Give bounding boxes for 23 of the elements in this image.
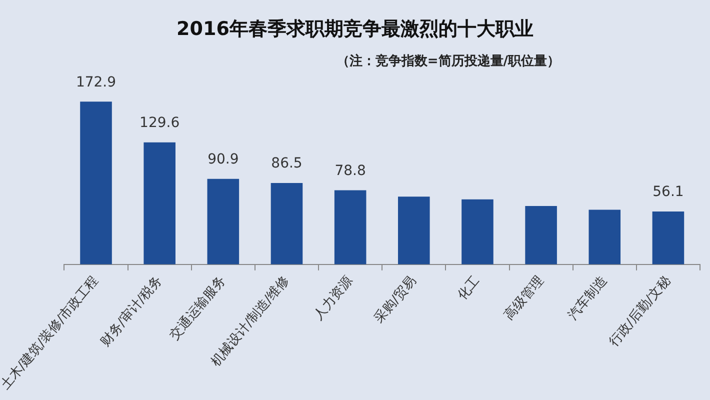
x-tick-label: 人力资源 (311, 273, 356, 323)
bar (398, 196, 430, 264)
bar (525, 206, 557, 264)
bar (144, 142, 176, 264)
bar (652, 212, 684, 264)
bar (270, 182, 303, 264)
bar (462, 199, 494, 264)
bar (588, 210, 621, 264)
bar (80, 102, 112, 264)
data-label: 56.1 (652, 184, 684, 200)
chart-subtitle: （注：竞争指数=简历投递量/职位量） (336, 52, 560, 70)
data-label: 78.8 (334, 162, 366, 179)
data-label: 90.9 (208, 151, 239, 168)
data-label: 129.6 (140, 115, 180, 132)
x-tick-label: 高级管理 (501, 272, 547, 323)
data-label: 172.9 (76, 74, 116, 90)
x-tick-label: 财务/审计/税务 (97, 272, 166, 350)
x-tick-label: 采购/贸易 (372, 273, 420, 326)
chart-title: 2016年春季求职期竞争最激烈的十大职业 (176, 17, 534, 42)
x-tick-label: 化工 (454, 273, 484, 303)
bar (207, 178, 240, 264)
data-label: 86.5 (271, 156, 302, 172)
bar (334, 190, 366, 264)
